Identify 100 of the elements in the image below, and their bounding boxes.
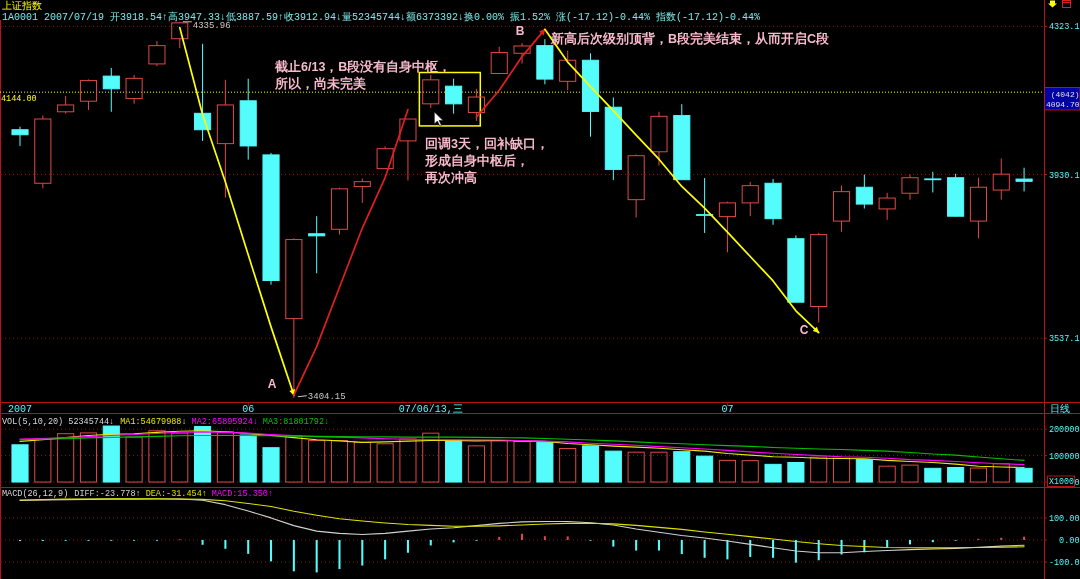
text: (4042)	[1050, 90, 1080, 99]
bar	[673, 451, 691, 483]
candlestick	[513, 42, 531, 65]
candlestick	[102, 67, 120, 113]
text: 4094.70	[1045, 100, 1080, 109]
bar	[270, 539, 273, 562]
series-label: MA2:65895924↓	[191, 417, 258, 427]
series-label: DIFF:-23.778↑	[74, 489, 141, 499]
bar	[148, 430, 166, 483]
bar	[498, 536, 501, 540]
bar	[262, 447, 280, 483]
annotation: 3404.15	[307, 392, 346, 403]
candlestick	[399, 118, 417, 181]
y-tick-label: 100.00	[1048, 513, 1080, 524]
bar	[536, 441, 554, 483]
bar	[581, 445, 600, 483]
series-label: DEA:-31.454↑	[145, 489, 207, 499]
bar	[338, 539, 341, 570]
candlestick	[1015, 167, 1033, 192]
bar	[657, 539, 660, 551]
annotation: 回调3天，回补缺口，	[425, 136, 549, 151]
x-tick-label: 06	[242, 404, 255, 415]
candlestick	[901, 174, 919, 201]
candlestick	[262, 152, 280, 286]
annotation: 再次冲高	[424, 170, 477, 185]
y-axis-title: X1000	[1049, 477, 1074, 487]
bar	[406, 539, 409, 553]
candlestick	[216, 79, 234, 199]
annotation: A	[267, 377, 277, 392]
x-tick-label: 07	[721, 404, 734, 415]
chart-title: MACD(26,12,9)	[2, 489, 69, 499]
x-tick-label: 07/06/13,三	[398, 404, 463, 415]
bar	[292, 539, 295, 572]
candlestick	[308, 215, 326, 274]
bar	[612, 539, 615, 547]
ref-line-label: 4144.00	[1, 93, 37, 104]
text: 日线	[1050, 403, 1070, 414]
candlestick	[57, 95, 75, 115]
x-tick-label: 2007	[8, 404, 33, 415]
bar	[79, 432, 98, 483]
candlestick	[239, 78, 257, 161]
bar	[543, 536, 546, 540]
candlestick	[376, 145, 394, 170]
annotation: C	[799, 322, 809, 337]
bar	[308, 440, 326, 483]
bar	[429, 539, 432, 546]
bar	[422, 432, 440, 483]
bar	[11, 444, 29, 483]
candlestick	[695, 177, 715, 234]
bar	[361, 539, 364, 566]
bar	[696, 455, 714, 483]
bar	[741, 460, 759, 483]
bar	[376, 443, 394, 483]
candlestick	[559, 50, 577, 91]
annotation: MACD:15.350↑	[211, 489, 274, 499]
bar	[239, 434, 257, 483]
candlestick	[787, 234, 805, 303]
chart-title: 上证指数	[2, 0, 42, 12]
y-tick-label: 4323.1	[1048, 22, 1080, 33]
y-tick-label: 100000	[1048, 451, 1080, 462]
bar	[247, 539, 250, 554]
bar	[947, 467, 965, 483]
y-tick-label: 0	[1074, 478, 1080, 489]
candlestick	[125, 74, 143, 105]
bar	[171, 432, 189, 483]
series-label: MA1:54679988↓	[120, 417, 187, 427]
bar	[901, 464, 919, 483]
annotation: 形成自身中枢后，	[424, 153, 529, 168]
candlestick	[604, 96, 622, 181]
bar	[57, 433, 75, 483]
candlestick	[673, 103, 691, 181]
candlestick	[650, 111, 668, 166]
candlestick	[855, 174, 873, 210]
candlestick	[992, 157, 1010, 201]
bar	[521, 533, 524, 540]
bar	[924, 467, 942, 483]
series-label: MA3:81801792↓	[262, 417, 330, 427]
bar	[559, 447, 577, 483]
bar	[855, 459, 873, 483]
candlestick	[969, 177, 988, 239]
candlestick	[11, 126, 29, 147]
y-tick-label: 0.00	[1059, 535, 1080, 546]
bar	[787, 461, 805, 483]
candlestick	[764, 178, 782, 226]
bar	[216, 431, 234, 483]
annotation: 所以，尚未完美	[274, 76, 366, 91]
bar	[810, 456, 828, 483]
bar	[703, 539, 706, 558]
annotation: 截止6/13，B段没有自身中枢，	[274, 60, 452, 74]
bar	[566, 536, 569, 540]
bar	[749, 539, 752, 557]
candlestick	[148, 40, 166, 67]
bar	[969, 467, 988, 483]
candlestick	[718, 202, 736, 253]
bar	[513, 440, 531, 483]
bar	[315, 539, 318, 573]
candlestick	[581, 52, 600, 138]
candlestick	[353, 178, 371, 204]
bar	[201, 539, 204, 545]
bar	[772, 539, 775, 558]
